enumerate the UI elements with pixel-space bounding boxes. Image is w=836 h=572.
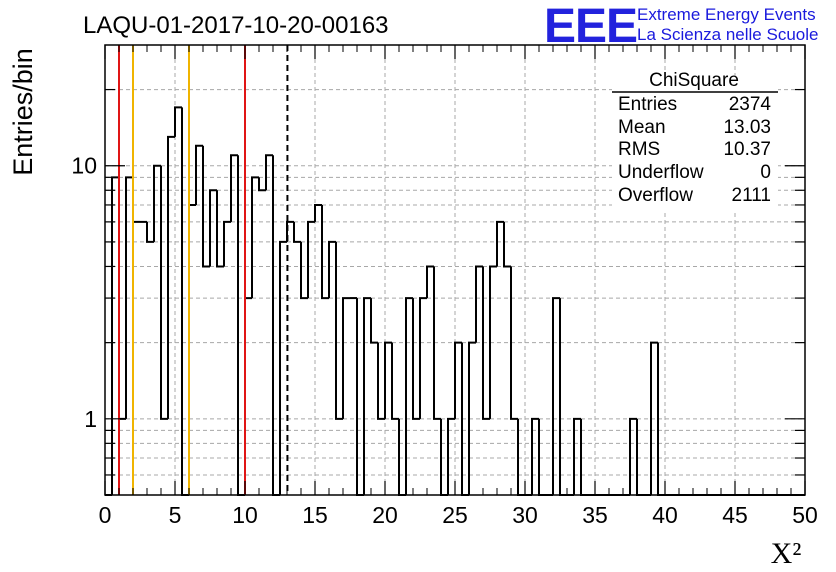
stats-value-overflow: 2111: [732, 185, 771, 206]
histogram-bin: [314, 203, 322, 222]
histogram-bin: [174, 106, 182, 137]
histogram-bin: [531, 417, 539, 495]
histogram-bin: [216, 190, 224, 268]
stats-value-mean: 13.03: [723, 117, 771, 138]
histogram-bin: [391, 342, 399, 420]
eee-logo-mark: EEE: [544, 0, 637, 53]
histogram-bin: [335, 241, 343, 420]
histogram-bin: [405, 297, 413, 495]
histogram-bin: [293, 221, 301, 243]
stats-value-underflow: 0: [760, 162, 771, 183]
histogram-bin: [356, 298, 364, 496]
x-tick-label: 50: [792, 502, 818, 528]
x-tick-label: 40: [652, 502, 678, 528]
histogram-bin: [433, 266, 441, 420]
x-tick-label: 20: [372, 502, 398, 528]
histogram-bin: [146, 221, 154, 243]
y-tick-label: 10: [71, 153, 97, 179]
histogram-bin: [573, 417, 581, 495]
x-tick-label: 35: [582, 502, 608, 528]
histogram-bin: [258, 177, 266, 192]
stats-label-mean: Mean: [618, 117, 666, 138]
histogram-bin: [111, 176, 119, 495]
axis-ticks: [104, 45, 806, 495]
histogram-bin: [132, 177, 140, 223]
histogram-bin: [559, 298, 567, 496]
histogram-bin: [160, 165, 168, 420]
x-tick-label: 0: [99, 502, 112, 528]
y-tick-label: 1: [84, 406, 97, 432]
stats-label-entries: Entries: [618, 94, 677, 115]
histogram-bin: [153, 164, 161, 242]
histogram-bin: [384, 341, 392, 419]
histogram-bin: [342, 297, 350, 419]
histogram-bin: [265, 154, 273, 191]
histogram-bin: [370, 298, 378, 344]
stats-box-title: ChiSquare: [649, 70, 739, 91]
histogram-bin: [412, 298, 420, 420]
x-tick-label: 45: [722, 502, 748, 528]
chart-title: LAQU-01-2017-10-20-00163: [83, 12, 389, 39]
logo-line-1: Extreme Energy Events: [637, 5, 816, 24]
histogram-bin: [244, 297, 252, 495]
histogram-bin: [230, 154, 238, 222]
histogram-bin: [377, 342, 385, 420]
x-tick-label: 10: [232, 502, 258, 528]
histogram-bin: [419, 297, 427, 419]
histogram-bin: [328, 240, 336, 299]
x-tick-label: 15: [302, 502, 328, 528]
y-axis-title: Entries/bin: [8, 48, 38, 176]
histogram-bin: [237, 155, 245, 496]
histogram-bin: [223, 220, 231, 267]
x-tick-label: 25: [442, 502, 468, 528]
stats-label-underflow: Underflow: [618, 162, 704, 183]
histogram-bin: [279, 240, 287, 495]
stats-value-entries: 2374: [729, 94, 772, 115]
tick-labels: 0 5 10 15 20 25 30 35 40 45 50 1 10: [71, 153, 817, 528]
histogram-bin: [489, 265, 497, 419]
histogram-bin: [125, 176, 133, 419]
histogram-bin: [475, 265, 483, 343]
stats-label-overflow: Overflow: [618, 185, 693, 206]
histogram-bin: [188, 203, 196, 495]
histogram-bin: [629, 417, 637, 495]
histogram-bin: [454, 341, 462, 419]
histogram-bin: [363, 297, 371, 495]
histogram-bin: [496, 220, 504, 267]
x-tick-label: 5: [169, 502, 182, 528]
histogram-bin: [510, 266, 518, 420]
reference-lines: [118, 45, 289, 495]
histogram-bin: [503, 221, 511, 268]
histogram-bin: [307, 220, 315, 299]
histogram-bin: [426, 265, 434, 299]
histogram-bin: [272, 155, 280, 496]
histogram-bin: [552, 297, 560, 495]
histogram-bin: [195, 144, 203, 205]
histogram-bin: [167, 135, 175, 419]
histogram-bin: [321, 204, 329, 300]
histogram-bin: [482, 266, 490, 420]
histogram-bin: [251, 176, 259, 299]
histogram-bin: [209, 189, 217, 267]
stats-label-rms: RMS: [618, 139, 660, 160]
logo-line-2: La Scienza nelle Scuole: [637, 25, 818, 44]
histogram-bin: [300, 241, 308, 300]
x-axis-title: X²: [771, 537, 802, 570]
stats-value-rms: 10.37: [723, 139, 771, 160]
histogram-bin: [202, 145, 210, 268]
histogram-bin: [468, 341, 476, 495]
stats-box: ChiSquare Entries 2374 Mean 13.03 RMS 10…: [612, 70, 778, 210]
x-tick-label: 30: [512, 502, 538, 528]
histogram-bin: [650, 341, 658, 495]
histogram-bin: [447, 417, 455, 495]
